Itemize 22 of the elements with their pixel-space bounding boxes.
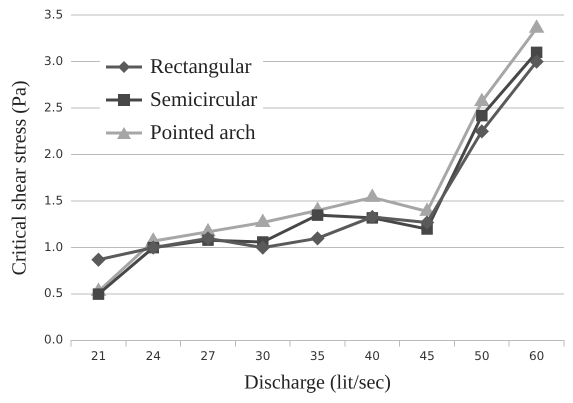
y-tick-label: 2.0 [44,146,64,161]
y-tick-label: 1.5 [44,193,64,208]
x-tick-label: 27 [200,348,216,363]
x-tick-label: 21 [90,348,106,363]
y-axis-title: Critical shear stress (Pa) [8,80,30,276]
x-axis-title: Discharge (lit/sec) [244,371,391,394]
y-tick-label: 0.0 [44,332,64,347]
legend-label: Rectangular [150,54,252,79]
y-tick-label: 3.5 [44,7,64,22]
x-tick-label: 50 [474,348,490,363]
y-tick-label: 3.0 [44,54,64,68]
x-tick-label: 40 [364,348,380,363]
x-tick-label: 30 [255,348,270,363]
x-tick-label: 45 [419,348,435,363]
x-tick-label: 24 [146,348,161,363]
y-tick-label: 1.0 [44,240,64,254]
x-tick-label: 35 [310,348,326,363]
y-tick-label: 0.5 [44,286,64,300]
y-tick-label: 2.5 [44,100,64,114]
legend-label: Semicircular [150,87,258,112]
legend-label: Pointed arch [150,120,256,145]
x-tick-label: 60 [528,348,544,363]
